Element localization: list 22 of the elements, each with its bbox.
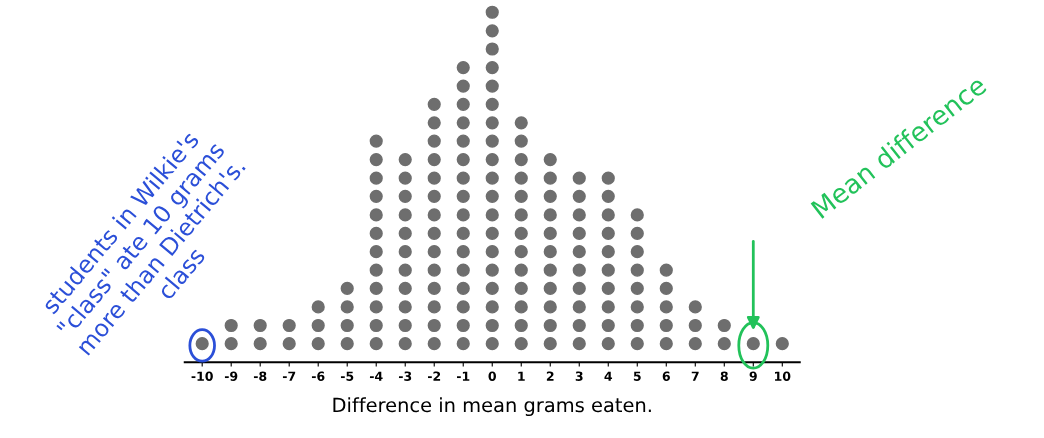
x-tick-label: 7: [691, 371, 699, 381]
x-tick-label: 9: [749, 371, 757, 381]
x-tick-label: 3: [575, 371, 583, 381]
x-tick-label: -3: [398, 371, 412, 381]
x-tick-label: -10: [191, 371, 213, 381]
x-tick-label: -2: [427, 371, 441, 381]
x-axis-title: Difference in mean grams eaten.: [333, 397, 651, 417]
x-tick-label: 4: [604, 371, 613, 381]
x-tick-label: -9: [224, 371, 238, 381]
x-tick-label: 0: [488, 371, 496, 381]
x-tick-label: -7: [282, 371, 296, 381]
x-tick-label: -8: [253, 371, 267, 381]
x-tick-label: 6: [662, 371, 670, 381]
x-tick-label: 2: [546, 371, 554, 381]
x-tick-label: 8: [720, 371, 728, 381]
x-tick-label: 1: [518, 371, 525, 381]
x-tick-label: -4: [369, 371, 383, 381]
x-tick-label: 5: [633, 371, 641, 381]
x-tick-label: -5: [340, 371, 354, 381]
x-tick-label: 10: [775, 371, 791, 381]
x-tick-label: -6: [311, 371, 325, 381]
x-tick-label: -1: [456, 371, 470, 381]
